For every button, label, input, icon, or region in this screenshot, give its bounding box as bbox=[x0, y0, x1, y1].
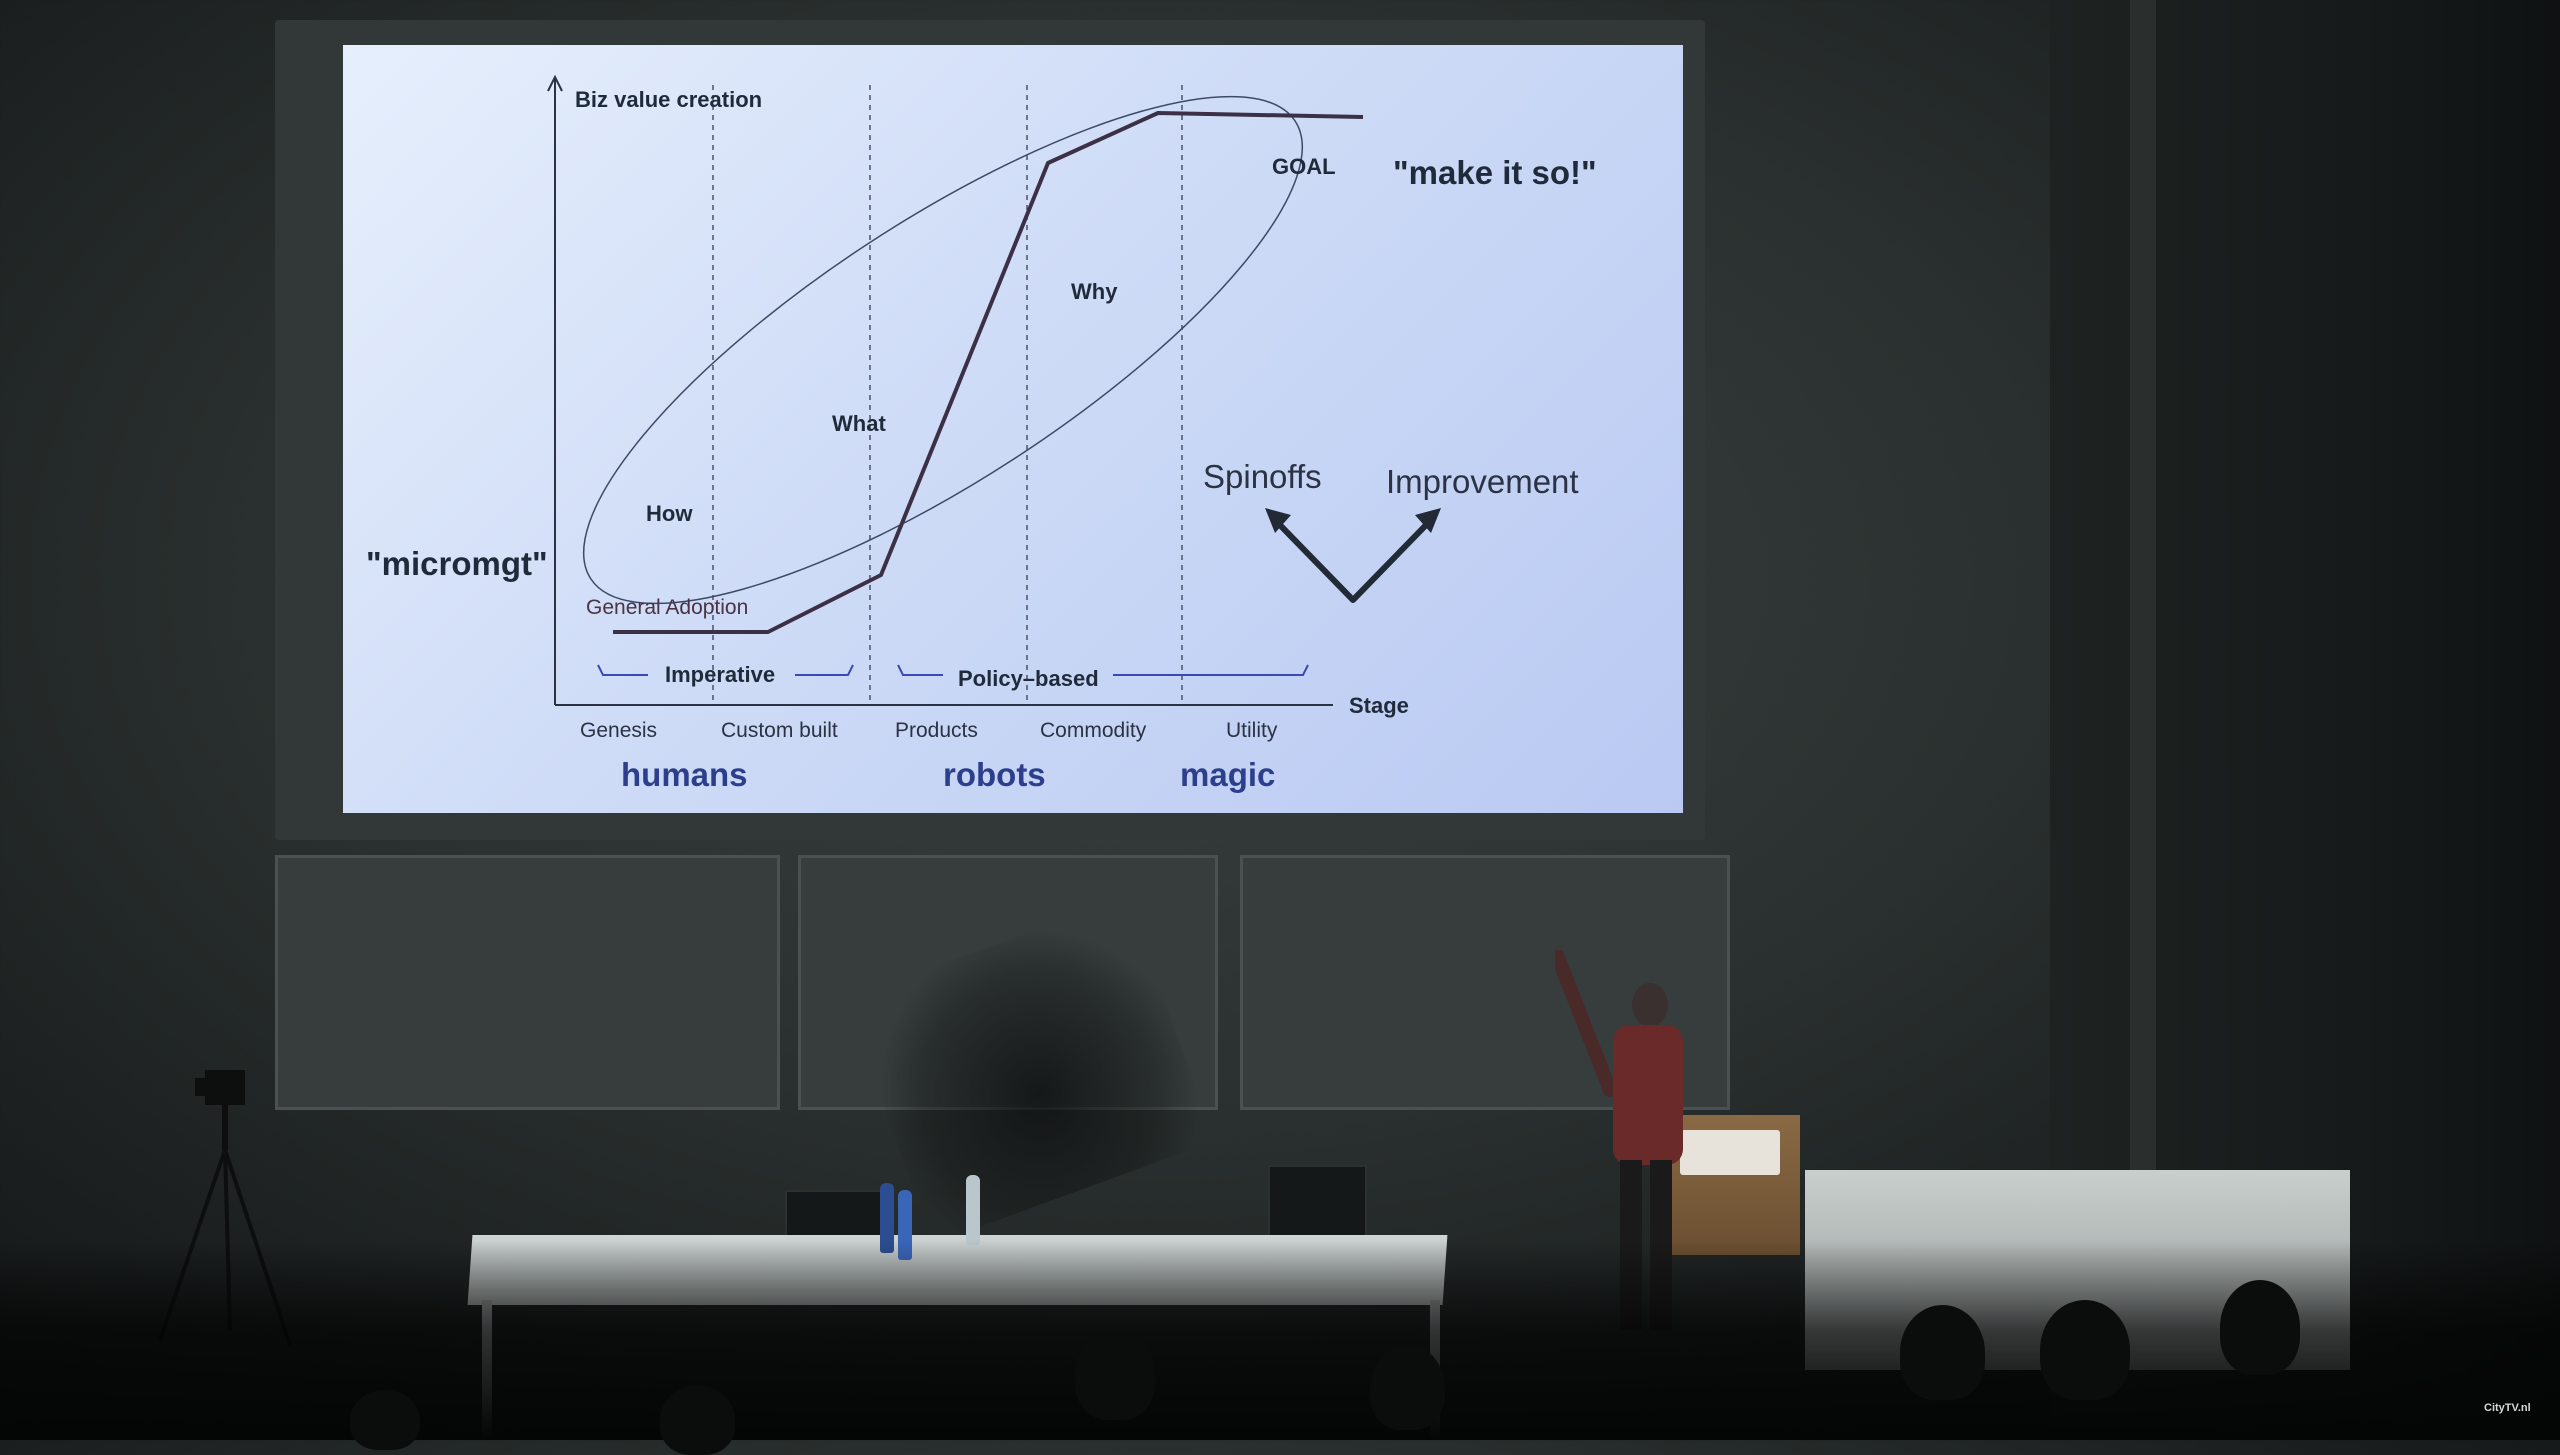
stage-genesis: Genesis bbox=[580, 719, 657, 742]
quote-make-it-so: "make it so!" bbox=[1393, 154, 1597, 191]
group-humans: humans bbox=[621, 756, 748, 793]
bracket-left-imperative bbox=[597, 664, 648, 676]
water-bottle bbox=[880, 1183, 894, 1253]
audience-head bbox=[1075, 1330, 1155, 1420]
projected-slide: Biz value creation Stage Genesis Custom … bbox=[343, 45, 1683, 813]
bracket-left-policy bbox=[897, 664, 943, 676]
group-magic: magic bbox=[1180, 756, 1275, 793]
audience-head bbox=[2220, 1280, 2300, 1375]
audience-head bbox=[660, 1385, 735, 1455]
podium-logo bbox=[1680, 1130, 1780, 1175]
stage-products: Products bbox=[895, 719, 978, 742]
arrow-head-right bbox=[1415, 508, 1441, 533]
stage-commodity: Commodity bbox=[1040, 719, 1147, 742]
audience-head bbox=[1370, 1345, 1445, 1430]
stage-custom-built: Custom built bbox=[721, 719, 838, 742]
stage-utility: Utility bbox=[1226, 719, 1278, 742]
quote-micromgt: "micromgt" bbox=[366, 545, 548, 582]
chair bbox=[1268, 1165, 1367, 1244]
audience-head bbox=[1900, 1305, 1985, 1400]
goal-ellipse bbox=[582, 95, 1304, 605]
audience-area bbox=[0, 1240, 2560, 1440]
slide-diagram: Biz value creation Stage Genesis Custom … bbox=[366, 74, 1597, 793]
label-spinoffs: Spinoffs bbox=[1203, 458, 1322, 495]
water-bottle bbox=[966, 1175, 980, 1245]
watermark: CityTV.nl bbox=[2484, 1402, 2531, 1414]
wall-panels bbox=[270, 855, 1730, 1115]
label-what: What bbox=[832, 411, 886, 436]
audience-head bbox=[350, 1390, 420, 1450]
bracket-imperative-label: Imperative bbox=[665, 662, 775, 687]
bracket-right-policy bbox=[1113, 664, 1309, 676]
label-why: Why bbox=[1071, 279, 1118, 304]
branch-arrows bbox=[1275, 520, 1431, 603]
label-goal: GOAL bbox=[1272, 154, 1336, 179]
label-improvement: Improvement bbox=[1386, 463, 1579, 500]
bracket-right-imperative bbox=[795, 664, 854, 676]
curve-label: General Adoption bbox=[586, 596, 748, 619]
audience-head bbox=[2040, 1300, 2130, 1400]
arrow-head-left bbox=[1265, 508, 1291, 533]
label-how: How bbox=[646, 501, 693, 526]
group-robots: robots bbox=[943, 756, 1046, 793]
wall-pillar bbox=[2130, 0, 2156, 1200]
x-axis-label: Stage bbox=[1349, 693, 1409, 718]
adoption-curve bbox=[613, 111, 1364, 634]
bracket-policy-label: Policy–based bbox=[958, 666, 1099, 691]
wall-panel bbox=[275, 855, 780, 1110]
y-axis-label: Biz value creation bbox=[575, 87, 762, 112]
y-axis-arrow bbox=[547, 74, 563, 92]
